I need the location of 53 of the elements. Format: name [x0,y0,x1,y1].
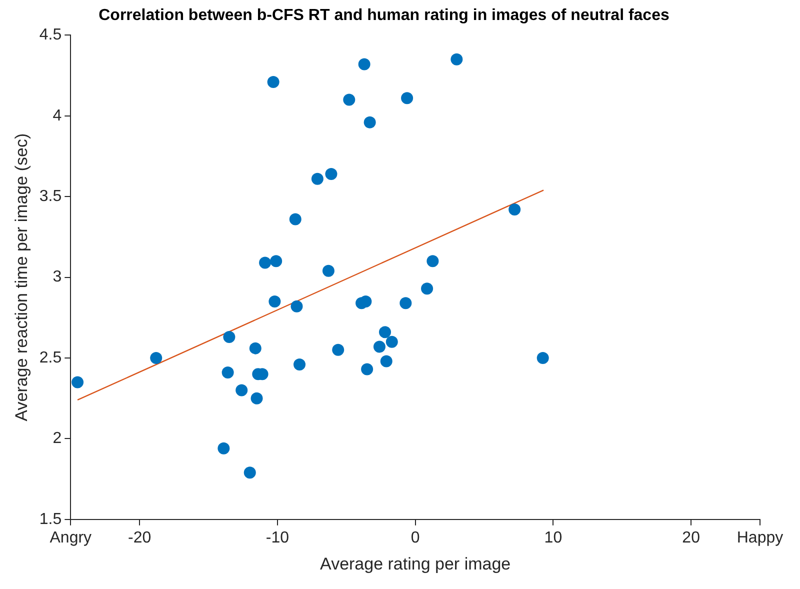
x-tick-label: -20 [128,529,152,546]
x-tick-label: 0 [410,529,420,546]
point [294,358,306,370]
x-tick-label: -10 [266,529,290,546]
point [358,58,370,70]
y-axis-title: Average reaction time per image (sec) [12,133,31,422]
x-axis-title: Average rating per image [320,554,511,574]
point [325,168,338,180]
y-tick-label: 3.5 [39,188,62,206]
y-tick-label: 4.5 [39,26,62,44]
point [332,344,344,356]
point [290,300,303,312]
point [400,297,412,310]
point [378,326,391,338]
point [270,255,282,268]
point [289,213,302,226]
point [259,256,272,269]
point [360,296,372,308]
point [268,296,281,308]
point [421,282,434,295]
point [386,336,398,348]
point [150,352,162,364]
point [249,342,262,354]
y-tick-label: 2.5 [39,349,62,366]
y-tick-label: 3 [52,268,62,286]
point [508,204,521,216]
point [244,466,256,479]
point [311,172,324,185]
point [343,94,356,106]
point [72,376,84,388]
point [361,363,374,376]
y-tick-label: 2 [52,430,62,448]
point [322,264,334,277]
x-tick-label: 10 [544,529,562,546]
point [218,442,230,454]
point [401,92,414,104]
point [373,340,386,353]
point [536,352,549,364]
point [267,76,280,88]
point [426,255,439,268]
point [450,53,463,66]
point [222,366,234,379]
x-tick-label: 20 [682,529,700,546]
y-tick-label: 1.5 [39,510,62,528]
point [223,331,236,344]
point [250,392,263,404]
point [236,384,248,396]
x-tick-label: Happy [736,529,784,546]
x-tick-label: Angry [50,529,92,546]
point [364,116,376,128]
y-tick-label: 4 [52,107,62,124]
chart-title: Correlation between b-CFS RT and human rating in images of neutral faces [98,7,670,24]
point [380,355,392,368]
